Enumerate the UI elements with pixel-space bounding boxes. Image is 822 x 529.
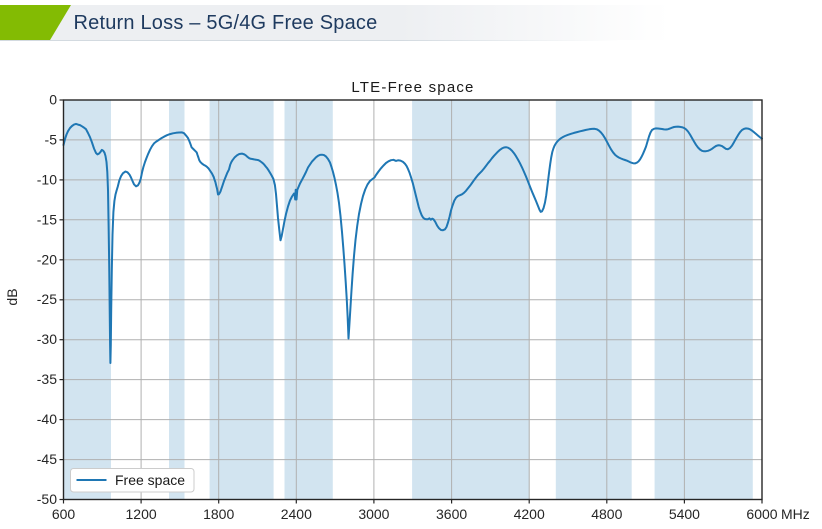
svg-text:1200: 1200 bbox=[126, 506, 157, 522]
svg-text:1800: 1800 bbox=[203, 506, 234, 522]
svg-text:6000: 6000 bbox=[746, 506, 777, 522]
svg-text:2400: 2400 bbox=[281, 506, 312, 522]
svg-text:-45: -45 bbox=[37, 451, 57, 467]
svg-text:-15: -15 bbox=[37, 211, 57, 227]
svg-text:-40: -40 bbox=[37, 411, 57, 427]
svg-text:5400: 5400 bbox=[669, 506, 700, 522]
svg-text:3600: 3600 bbox=[436, 506, 467, 522]
svg-text:600: 600 bbox=[52, 506, 76, 522]
svg-text:LTE-Free space: LTE-Free space bbox=[351, 79, 474, 96]
svg-text:-10: -10 bbox=[37, 171, 57, 187]
svg-text:0: 0 bbox=[49, 92, 57, 108]
svg-text:-25: -25 bbox=[37, 291, 57, 307]
svg-text:-5: -5 bbox=[45, 131, 58, 147]
svg-text:Free space: Free space bbox=[115, 472, 185, 488]
svg-text:4200: 4200 bbox=[514, 506, 545, 522]
svg-text:4800: 4800 bbox=[591, 506, 622, 522]
svg-text:-50: -50 bbox=[37, 491, 57, 507]
svg-text:3000: 3000 bbox=[358, 506, 389, 522]
svg-text:-35: -35 bbox=[37, 371, 57, 387]
svg-text:-30: -30 bbox=[37, 331, 57, 347]
svg-text:-20: -20 bbox=[37, 251, 57, 267]
svg-text:MHz: MHz bbox=[781, 506, 810, 522]
svg-text:dB: dB bbox=[4, 288, 20, 305]
